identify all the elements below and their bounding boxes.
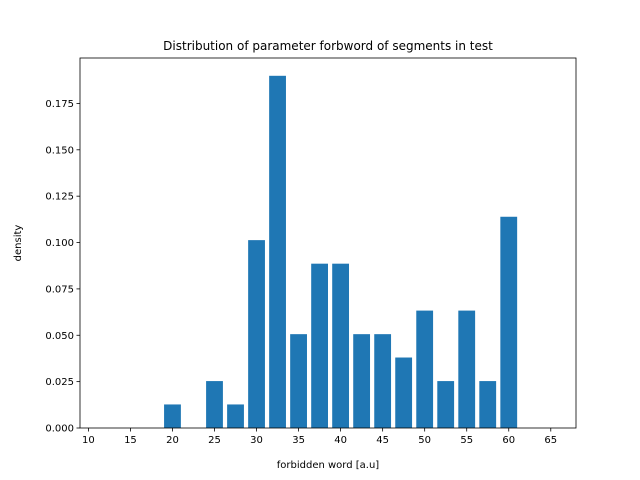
x-tick-label: 55 (460, 435, 473, 446)
bars-group (164, 75, 518, 429)
bar (311, 263, 328, 428)
x-tick-label: 30 (250, 435, 263, 446)
bar (416, 310, 434, 428)
x-tick-label: 50 (418, 435, 431, 446)
x-tick-label: 40 (334, 435, 347, 446)
y-tick-label: 0.125 (45, 192, 74, 203)
bar (332, 263, 350, 428)
bar (395, 357, 413, 428)
bar (479, 381, 497, 428)
x-tick-label: 10 (82, 435, 95, 446)
bar (290, 334, 307, 428)
bar (206, 381, 223, 428)
x-axis-ticks: 10 15 20 25 30 35 40 45 50 55 60 65 (82, 428, 557, 446)
x-tick-label: 45 (376, 435, 389, 446)
plot-frame (79, 57, 577, 429)
y-tick-label: 0.150 (45, 145, 74, 156)
bar (374, 334, 392, 428)
bar (269, 75, 286, 429)
y-axis-label: density (13, 225, 24, 262)
y-tick-label: 0.050 (45, 331, 74, 342)
x-tick-label: 60 (502, 435, 515, 446)
chart-title: Distribution of parameter forbword of se… (163, 39, 493, 53)
x-axis-label: forbidden word [a.u] (277, 460, 380, 471)
y-tick-label: 0.025 (45, 377, 74, 388)
y-tick-label: 0.100 (45, 238, 74, 249)
x-tick-label: 35 (292, 435, 305, 446)
x-tick-label: 20 (166, 435, 179, 446)
y-tick-label: 0.000 (45, 424, 74, 435)
bar (437, 381, 455, 428)
bar (500, 216, 518, 428)
y-axis-ticks: 0.000 0.025 0.050 0.075 0.100 0.125 0.150 0.175 (45, 99, 80, 435)
bar (458, 310, 476, 428)
y-tick-label: 0.075 (45, 284, 74, 295)
bar (248, 240, 265, 428)
y-tick-label: 0.175 (45, 99, 74, 110)
bar (227, 404, 244, 428)
x-tick-label: 15 (124, 435, 137, 446)
x-tick-label: 65 (544, 435, 557, 446)
bar (353, 334, 371, 428)
x-tick-label: 25 (208, 435, 221, 446)
bar (164, 404, 181, 428)
